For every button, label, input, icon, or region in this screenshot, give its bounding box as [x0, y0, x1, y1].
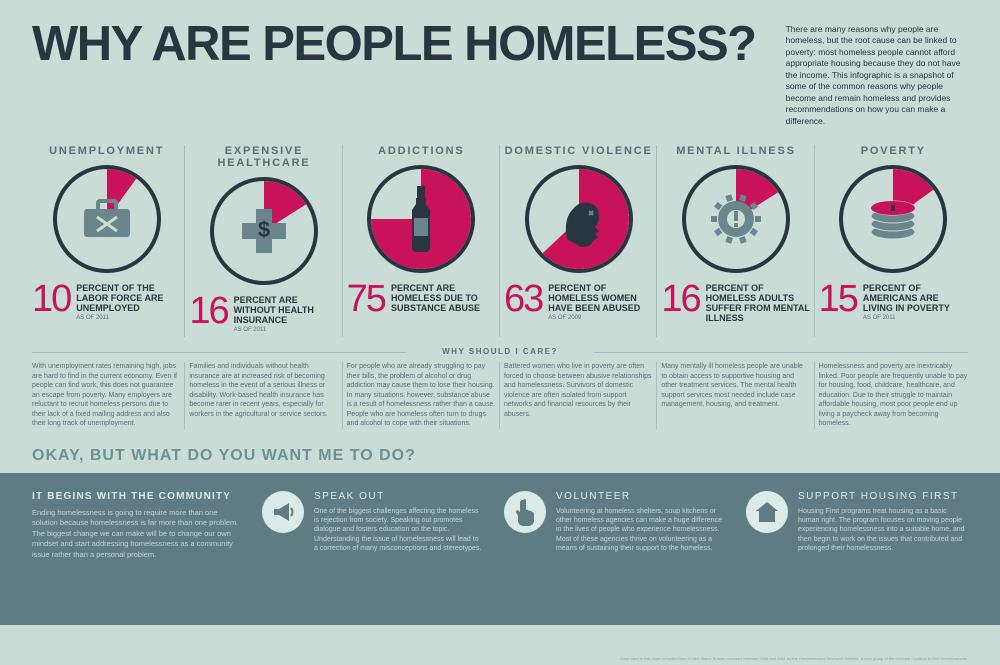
cause-pie [367, 165, 475, 273]
cause-pie [682, 165, 790, 273]
care-heading: WHY SHOULD I CARE? [32, 347, 968, 356]
care-text: Battered women who live in poverty are o… [504, 362, 653, 428]
bottle-icon [371, 169, 471, 269]
cause-label: EXPENSIVE HEALTHCARE [189, 145, 338, 169]
care-text: With unemployment rates remaining high, … [32, 362, 181, 428]
action-title: SUPPORT HOUSING FIRST [798, 491, 968, 502]
cause-pie [525, 165, 633, 273]
cause-stat-number: 63 [504, 283, 542, 315]
action-title: SPEAK OUT [314, 491, 484, 502]
care-row: With unemployment rates remaining high, … [0, 362, 1000, 428]
silhouette-icon [529, 169, 629, 269]
cause-stat-text: PERCENT ARE HOMELESS DUE TO SUBSTANCE AB… [391, 283, 496, 314]
cause-stat-text: PERCENT OF HOMELESS ADULTS SUFFER FROM M… [706, 283, 811, 324]
action-body: Housing First programs treat housing as … [798, 507, 968, 554]
cause-pie [839, 165, 947, 273]
cause-label: POVERTY [819, 145, 968, 157]
gear-icon [686, 169, 786, 269]
megaphone-icon [262, 491, 304, 533]
cause-pie: $ [210, 177, 318, 285]
action-item: VOLUNTEER Volunteering at homeless shelt… [504, 491, 726, 599]
cause-stat-text: PERCENT OF AMERICANS ARE LIVING IN POVER… [863, 283, 968, 321]
footer-bar: IT BEGINS WITH THE COMMUNITY Ending home… [0, 473, 1000, 625]
action-body: Volunteering at homeless shelters, soup … [556, 507, 726, 554]
cause-stat-number: 16 [189, 295, 227, 327]
cause-column: ADDICTIONS 75 PERCENT ARE HOMELESS DUE T… [347, 145, 496, 337]
hand-icon [504, 491, 546, 533]
cause-stat-number: 10 [32, 283, 70, 315]
action-heading: OKAY, BUT WHAT DO YOU WANT ME TO DO? [0, 429, 1000, 473]
footer-lead-title: IT BEGINS WITH THE COMMUNITY [32, 491, 242, 502]
cause-column: UNEMPLOYMENT 10 PERCENT OF THE LABOR FOR… [32, 145, 181, 337]
cause-label: MENTAL ILLNESS [661, 145, 810, 157]
cause-stat-text: PERCENT OF THE LABOR FORCE ARE UNEMPLOYE… [76, 283, 181, 321]
action-item: SPEAK OUT One of the biggest challenges … [262, 491, 484, 599]
svg-text:$: $ [258, 217, 270, 242]
cause-stat-number: 75 [347, 283, 385, 315]
cause-pie [53, 165, 161, 273]
cause-column: POVERTY 15 PERCENT OF AMERICANS ARE LIVI… [819, 145, 968, 337]
cause-column: MENTAL ILLNESS 16 PERCENT OF HOMELESS AD… [661, 145, 810, 337]
coins-icon [843, 169, 943, 269]
cause-label: ADDICTIONS [347, 145, 496, 157]
footer-note: Data used in this chart compiled from Un… [621, 656, 968, 661]
causes-row: UNEMPLOYMENT 10 PERCENT OF THE LABOR FOR… [0, 135, 1000, 337]
cause-stat-text: PERCENT ARE WITHOUT HEALTH INSURANCEAS O… [234, 295, 339, 333]
cause-stat-text: PERCENT OF HOMELESS WOMEN HAVE BEEN ABUS… [548, 283, 653, 321]
medical-icon: $ [214, 181, 314, 281]
care-text: Homelessness and poverty are inextricabl… [819, 362, 968, 428]
house-icon [746, 491, 788, 533]
cause-label: UNEMPLOYMENT [32, 145, 181, 157]
footer-lead-body: Ending homelessness is going to require … [32, 508, 242, 561]
action-item: SUPPORT HOUSING FIRST Housing First prog… [746, 491, 968, 599]
briefcase-icon [57, 169, 157, 269]
cause-column: EXPENSIVE HEALTHCARE $ 16 PERCENT ARE WI… [189, 145, 338, 337]
action-body: One of the biggest challenges affecting … [314, 507, 484, 554]
cause-label: DOMESTIC VIOLENCE [504, 145, 653, 157]
care-text: For people who are already struggling to… [347, 362, 496, 428]
page-title: WHY ARE PEOPLE HOMELESS? [32, 22, 756, 67]
cause-column: DOMESTIC VIOLENCE 63 PERCENT OF HOMELESS… [504, 145, 653, 337]
cause-stat-number: 15 [819, 283, 857, 315]
cause-stat-number: 16 [661, 283, 699, 315]
intro-text: There are many reasons why people are ho… [786, 22, 968, 127]
care-text: Families and individuals without health … [189, 362, 338, 428]
care-text: Many mentally ill homeless people are un… [661, 362, 810, 428]
footer-lead: IT BEGINS WITH THE COMMUNITY Ending home… [32, 491, 242, 599]
action-title: VOLUNTEER [556, 491, 726, 502]
